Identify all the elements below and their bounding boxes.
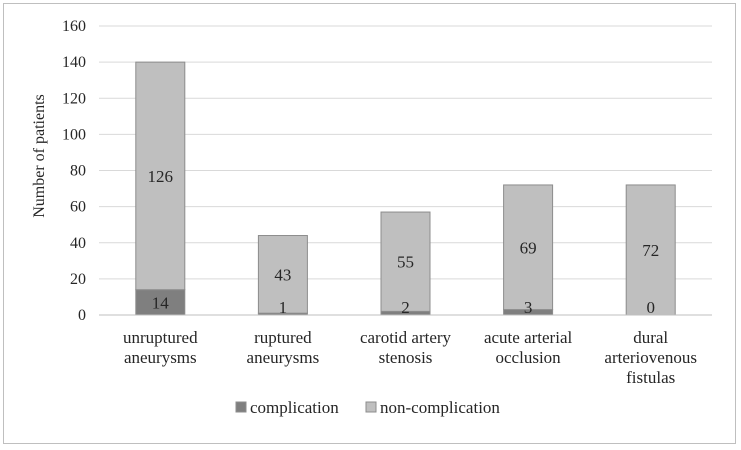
x-category-label: ruptured xyxy=(254,328,312,347)
data-label: 126 xyxy=(148,167,174,186)
y-tick-label: 60 xyxy=(70,199,86,216)
data-label: 3 xyxy=(524,298,533,317)
x-category-label: stenosis xyxy=(379,348,433,367)
y-axis-title: Number of patients xyxy=(31,94,48,218)
x-category-label: fistulas xyxy=(626,368,675,387)
y-tick-label: 40 xyxy=(70,235,86,252)
data-label: 69 xyxy=(520,238,537,257)
bar-non-complication xyxy=(625,184,676,316)
legend-swatch-complication xyxy=(235,401,247,413)
y-tick-label: 20 xyxy=(70,271,86,288)
data-label: 1 xyxy=(279,298,288,317)
y-tick-label: 0 xyxy=(78,307,86,324)
x-category-label: aneurysms xyxy=(247,348,320,367)
legend: complication non-complication xyxy=(235,398,500,417)
y-tick-label: 140 xyxy=(62,54,86,71)
y-tick-label: 120 xyxy=(62,90,86,107)
x-category-label: carotid artery xyxy=(360,328,452,347)
bar-non-complication xyxy=(135,61,186,291)
x-category-label: arteriovenous xyxy=(604,348,697,367)
data-label: 2 xyxy=(401,298,410,317)
data-label: 72 xyxy=(642,241,659,260)
y-tick-label: 100 xyxy=(62,126,86,143)
x-axis-categories: unrupturedaneurysmsrupturedaneurysmscaro… xyxy=(123,328,697,387)
legend-swatch-non-complication xyxy=(365,401,377,413)
y-tick-label: 160 xyxy=(62,18,86,35)
gridlines xyxy=(99,25,712,316)
bar-non-complication xyxy=(257,235,308,314)
data-label: 43 xyxy=(274,265,291,284)
x-category-label: unruptured xyxy=(123,328,198,347)
x-category-label: acute arterial xyxy=(484,328,573,347)
bars xyxy=(99,61,712,316)
data-label: 55 xyxy=(397,253,414,272)
chart-frame: 0 20 40 60 80 100 120 140 160 14 126 1 43 2 55 3 69 0 72 … xyxy=(3,3,736,444)
data-label: 14 xyxy=(152,293,170,312)
y-tick-label: 80 xyxy=(70,163,86,180)
data-label: 0 xyxy=(646,298,655,317)
legend-label: non-complication xyxy=(380,398,500,417)
legend-label: complication xyxy=(250,398,339,417)
y-axis-ticks: 0 20 40 60 80 100 120 140 160 xyxy=(62,18,86,324)
x-category-label: occlusion xyxy=(496,348,562,367)
x-category-label: aneurysms xyxy=(124,348,197,367)
data-labels: 14 126 1 43 2 55 3 69 0 72 xyxy=(148,167,660,317)
x-category-label: dural xyxy=(633,328,668,347)
bar-non-complication xyxy=(503,184,554,311)
bar-non-complication xyxy=(380,211,431,312)
